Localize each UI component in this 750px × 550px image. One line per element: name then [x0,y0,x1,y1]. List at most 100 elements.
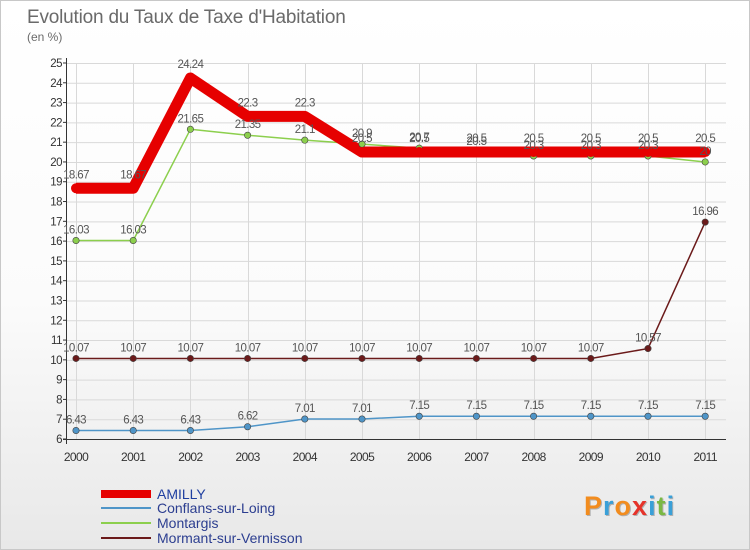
data-point-Conflans-sur-Loing [587,412,595,420]
data-label-Montargis: 16.03 [63,225,89,237]
data-label-AMILLY: 20.5 [466,133,486,145]
logo-letter: o [614,491,633,521]
logo-letter: r [603,491,615,521]
series-line-Conflans-sur-Loing [76,415,706,432]
data-label-Mormant-sur-Vernisson: 10.07 [235,342,261,354]
data-point-Mormant-sur-Vernisson [530,354,538,362]
data-point-AMILLY [585,147,596,158]
data-point-AMILLY [357,147,367,158]
y-tick-label: 22 [50,117,62,129]
data-point-Mormant-sur-Vernisson [244,354,252,362]
legend-swatch [101,522,151,524]
data-point-Conflans-sur-Loing [72,426,80,434]
logo-letter: x [632,491,649,521]
data-label-AMILLY: 20.5 [581,133,601,145]
y-tick-label: 6 [56,434,62,446]
data-point-Conflans-sur-Loing [472,412,480,420]
data-label-AMILLY: 18.67 [63,169,89,181]
data-point-AMILLY [185,73,196,84]
data-point-Mormant-sur-Vernisson [644,345,652,353]
data-label-Montargis: 21.65 [178,113,204,125]
data-point-AMILLY [528,147,539,158]
legend-label: Conflans-sur-Loing [157,500,276,516]
x-tick-label: 2003 [235,450,260,464]
y-tick-label: 9 [56,375,62,387]
data-label-AMILLY: 20.5 [352,133,372,145]
x-tick-label: 2008 [521,450,546,464]
legend-label: Mormant-sur-Vernisson [157,530,303,546]
data-point-Mormant-sur-Vernisson [301,354,309,362]
data-label-Montargis: 21.35 [235,119,261,131]
series-line-Montargis [76,128,706,242]
y-tick-label: 7 [56,414,62,426]
data-point-Conflans-sur-Loing [244,423,252,431]
data-label-Conflans-sur-Loing: 7.01 [352,403,372,415]
data-point-Mormant-sur-Vernisson [701,218,709,226]
data-label-AMILLY: 22.3 [295,97,315,109]
data-point-AMILLY [414,147,425,158]
data-label-AMILLY: 20.5 [409,133,429,145]
y-tick-label: 8 [56,394,62,406]
y-tick-label: 13 [50,295,62,307]
data-label-Mormant-sur-Vernisson: 10.07 [63,342,89,354]
data-point-Montargis [186,125,194,133]
data-label-Mormant-sur-Vernisson: 10.07 [521,342,547,354]
data-label-Conflans-sur-Loing: 7.15 [524,400,544,412]
data-point-AMILLY [71,183,81,194]
y-tick-label: 19 [50,177,62,189]
data-point-Conflans-sur-Loing [301,415,309,423]
data-point-Conflans-sur-Loing [186,426,194,434]
logo-letter: i [666,491,676,521]
data-label-Mormant-sur-Vernisson: 10.07 [120,342,146,354]
legend-label: AMILLY [157,486,206,502]
y-tick-label: 17 [50,216,62,228]
chart-unit-label: (en %) [27,30,63,44]
data-point-Conflans-sur-Loing [358,415,366,423]
y-tick-label: 20 [50,157,62,169]
data-point-Conflans-sur-Loing [415,412,423,420]
data-label-Montargis: 20.9 [352,128,372,140]
data-label-Conflans-sur-Loing: 7.15 [466,400,486,412]
data-label-Montargis: 20.3 [524,140,544,152]
logo-letter: i [648,491,657,521]
data-label-Mormant-sur-Vernisson: 10.07 [464,342,490,354]
data-label-Conflans-sur-Loing: 7.15 [409,400,429,412]
data-point-Mormant-sur-Vernisson [72,354,80,362]
data-label-Conflans-sur-Loing: 6.43 [66,414,86,426]
x-tick-label: 2000 [64,450,89,464]
data-label-Montargis: 20.3 [638,140,658,152]
x-tick-label: 2001 [121,450,146,464]
x-tick-label: 2006 [407,450,432,464]
data-label-AMILLY: 20.5 [638,133,658,145]
data-label-AMILLY: 24.24 [178,59,205,71]
series-line-Mormant-sur-Vernisson [76,221,706,360]
line-chart: 6 7 8 9 10 11 12 13 14 15 16 17 18 19 20 21 22 23 24 25 2000… [50,58,726,464]
data-point-Montargis [701,158,709,166]
data-point-Conflans-sur-Loing [701,412,709,420]
data-label-AMILLY: 22.3 [238,97,258,109]
y-tick-label: 24 [50,78,63,90]
y-tick-label: 18 [50,197,62,209]
data-label-Montargis: 20.7 [409,132,429,144]
data-point-Conflans-sur-Loing [644,412,652,420]
data-point-Montargis [244,131,252,139]
data-point-AMILLY [700,147,711,158]
data-label-Mormant-sur-Vernisson: 10.07 [578,342,604,354]
data-point-Mormant-sur-Vernisson [415,354,423,362]
data-point-AMILLY [299,111,310,122]
data-label-Montargis: 21.1 [295,124,315,136]
x-tick-label: 2007 [464,450,489,464]
data-point-Montargis [129,237,137,245]
logo-letter: P [584,491,604,521]
data-label-Montargis: 20 [699,146,711,158]
data-point-Mormant-sur-Vernisson [472,354,480,362]
proxiti-logo: Proxiti [584,491,675,522]
data-label-Mormant-sur-Vernisson: 16.96 [692,206,718,218]
data-label-Montargis: 20.3 [581,140,601,152]
y-tick-label: 14 [50,276,63,288]
data-point-Montargis [72,237,80,245]
data-label-Conflans-sur-Loing: 6.62 [238,411,258,423]
x-tick-label: 2010 [636,450,661,464]
legend-swatch [101,507,151,509]
